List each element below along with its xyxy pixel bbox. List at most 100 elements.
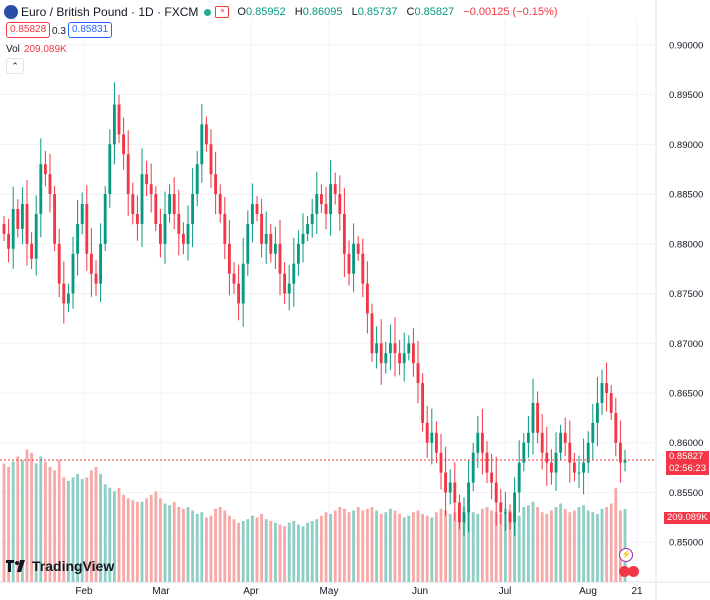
candle-body <box>287 283 291 294</box>
volume-bar <box>62 477 66 582</box>
candle-body <box>283 273 287 294</box>
volume-bar <box>200 512 204 582</box>
last-price-badge: 0.85827 02:56:23 <box>666 451 709 475</box>
candle-body <box>559 432 563 453</box>
dividend-event-icon[interactable] <box>619 566 630 577</box>
volume-bar <box>283 526 287 582</box>
candle-body <box>85 204 89 254</box>
volume-bar <box>71 477 75 582</box>
collapse-legend-button[interactable]: ⌃ <box>6 58 24 74</box>
volume-bar <box>393 510 397 582</box>
close-value: 0.85827 <box>414 6 455 18</box>
volume-bar <box>480 508 484 582</box>
volume-bar <box>154 491 158 582</box>
tradingview-logo-text: TradingView <box>32 558 115 574</box>
price-tick-label: 0.89500 <box>669 90 703 101</box>
volume-bar <box>572 510 576 582</box>
volume-bar <box>278 524 282 582</box>
volume-bar <box>595 513 599 582</box>
volume-bar <box>103 484 107 582</box>
candle-body <box>457 502 461 523</box>
volume-bar <box>623 509 627 582</box>
volume-bar <box>448 513 452 582</box>
volume-legend[interactable]: Vol 209.089K <box>6 44 67 55</box>
volume-bar <box>338 507 342 582</box>
earnings-event-icon[interactable] <box>628 566 639 577</box>
volume-bar <box>145 498 149 582</box>
price-tick-label: 0.87500 <box>669 289 703 300</box>
sell-button[interactable]: 0.85828 <box>6 22 51 38</box>
volume-bar <box>34 463 38 582</box>
volume-bar <box>172 501 176 582</box>
price-tick-label: 0.87000 <box>669 339 703 350</box>
candle-body <box>554 452 558 473</box>
tradingview-logo-icon <box>6 560 25 572</box>
volume-bar <box>356 507 360 582</box>
volume-bar <box>227 515 231 582</box>
volume-bar <box>168 505 172 582</box>
volume-bar <box>513 512 517 582</box>
volume-bar <box>204 517 208 582</box>
volume-bar <box>568 512 572 582</box>
candle-body <box>191 194 195 224</box>
candle-body <box>273 243 277 254</box>
volume-bar <box>347 512 351 582</box>
volume-bar <box>407 515 411 582</box>
candle-body <box>135 213 139 224</box>
ohlc-values: O0.85952 H0.86095 L0.85737 C0.85827 −0.0… <box>237 6 563 18</box>
open-label: O <box>237 6 246 18</box>
volume-bar <box>342 508 346 582</box>
tradingview-logo[interactable]: TradingView <box>6 558 114 574</box>
buy-button[interactable]: 0.85831 <box>68 22 113 38</box>
volume-bar <box>108 487 112 582</box>
candle-body <box>48 174 52 195</box>
candle-body <box>490 472 494 483</box>
candle-body <box>264 233 268 244</box>
candle-body <box>398 353 402 364</box>
volume-bar <box>223 510 227 582</box>
volume-bar <box>122 494 126 582</box>
volume-bar <box>453 512 457 582</box>
symbol-title[interactable]: Euro / British Pound · 1D · FXCM <box>21 5 199 19</box>
candle-body <box>572 462 576 473</box>
candle-body <box>20 204 24 229</box>
candle-body <box>595 402 599 423</box>
candle-body <box>352 243 356 274</box>
candle-body <box>421 383 425 423</box>
volume-bar <box>214 508 218 582</box>
volume-bar <box>439 508 443 582</box>
lightning-event-icon[interactable]: ⚡ <box>619 548 633 562</box>
low-label: L <box>351 6 358 18</box>
symbol-header[interactable]: Euro / British Pound · 1D · FXCM ≡ O0.85… <box>4 4 563 20</box>
volume-bar <box>260 513 264 582</box>
time-tick-label: Aug <box>579 586 597 597</box>
volume-bar <box>416 510 420 582</box>
volume-bar <box>177 507 181 582</box>
candle-body <box>292 263 296 284</box>
candle-body <box>103 194 107 244</box>
candle-body <box>471 452 475 483</box>
volume-badge: 209.089K <box>664 512 710 524</box>
candle-body <box>62 283 66 304</box>
candle-body <box>149 184 153 195</box>
candle-body <box>563 432 567 443</box>
volume-bar <box>48 466 52 582</box>
price-tick-label: 0.90000 <box>669 40 703 51</box>
candle-body <box>195 164 199 195</box>
price-tick-label: 0.88000 <box>669 239 703 250</box>
indicator-settings-icon[interactable]: ≡ <box>215 6 230 18</box>
volume-bar <box>421 513 425 582</box>
candle-body <box>319 194 323 205</box>
candle-body <box>11 208 15 249</box>
candle-body <box>163 213 167 244</box>
candle-body <box>66 293 70 304</box>
candle-body <box>94 273 98 284</box>
candle-body <box>462 512 466 523</box>
candle-body <box>439 452 443 473</box>
candle-body <box>209 144 213 175</box>
spread-value: 0.3 <box>52 26 66 37</box>
volume-bar <box>181 508 185 582</box>
candle-body <box>232 273 236 284</box>
